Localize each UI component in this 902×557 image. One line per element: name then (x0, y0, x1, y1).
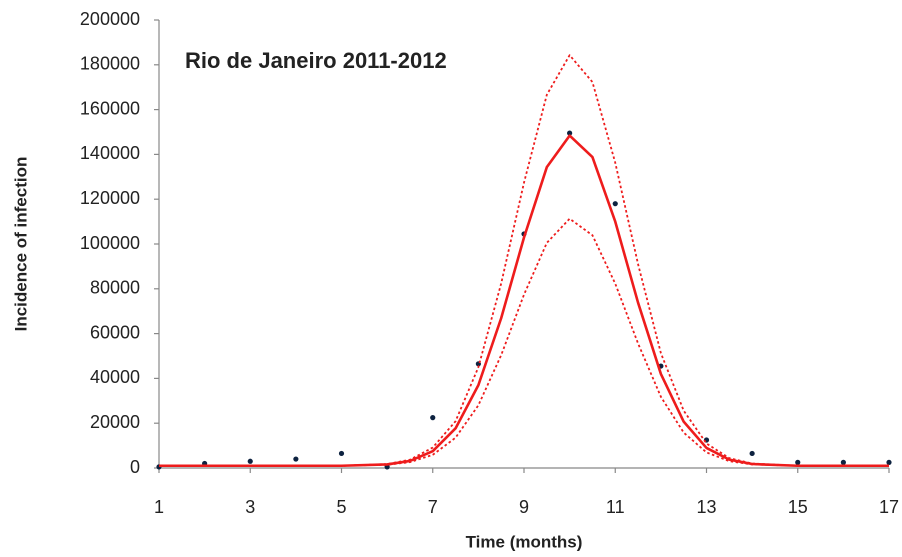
confidence-line (159, 217, 889, 467)
y-axis-label: Incidence of infection (11, 157, 30, 332)
data-point (293, 456, 299, 462)
x-tick-label: 13 (696, 497, 716, 517)
confidence-line (159, 54, 889, 467)
x-tick-label: 7 (428, 497, 438, 517)
chart-title: Rio de Janeiro 2011-2012 (185, 48, 447, 73)
fit-line (159, 134, 889, 468)
data-point (612, 201, 618, 207)
y-tick-label: 20000 (90, 412, 140, 432)
data-point (749, 450, 755, 457)
y-tick-label: 160000 (80, 98, 140, 118)
data-point (247, 458, 253, 464)
data-point (886, 459, 892, 465)
x-tick-label: 9 (519, 497, 529, 517)
y-tick-label: 0 (130, 457, 140, 477)
x-tick-label: 17 (879, 497, 899, 517)
y-tick-label: 120000 (80, 188, 140, 208)
y-tick-label: 180000 (80, 54, 140, 74)
data-point (567, 130, 573, 136)
data-point (840, 459, 846, 465)
y-tick-label: 40000 (90, 367, 140, 387)
y-tick-label: 100000 (80, 233, 140, 253)
data-point (338, 450, 345, 457)
y-tick-label: 140000 (80, 143, 140, 163)
x-tick-label: 15 (788, 497, 808, 517)
data-point (430, 415, 436, 421)
x-tick-label: 1 (154, 497, 164, 517)
x-tick-label: 5 (336, 497, 346, 517)
x-tick-label: 11 (606, 497, 625, 517)
x-axis-label: Time (months) (466, 532, 583, 551)
x-tick-label: 3 (245, 497, 255, 517)
y-tick-label: 80000 (90, 278, 140, 298)
y-tick-label: 60000 (90, 322, 140, 342)
y-tick-label: 200000 (80, 9, 140, 29)
data-point (795, 459, 801, 465)
